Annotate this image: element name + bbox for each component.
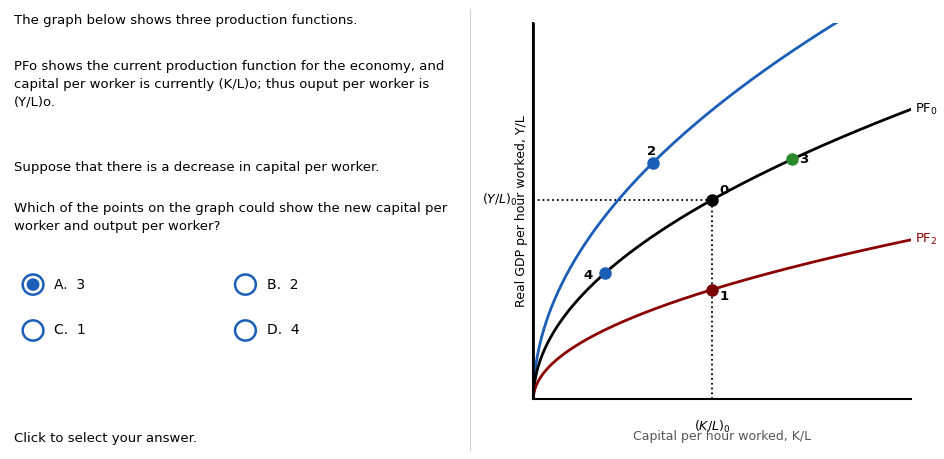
Text: Suppose that there is a decrease in capital per worker.: Suppose that there is a decrease in capi… — [14, 161, 379, 174]
Text: 2: 2 — [647, 145, 656, 157]
Text: $(Y / L)_0$: $(Y / L)_0$ — [481, 192, 517, 208]
Text: 0: 0 — [719, 184, 729, 197]
Text: PF$_0$: PF$_0$ — [915, 102, 938, 117]
Text: A.  3: A. 3 — [55, 278, 85, 291]
Text: PFo shows the current production function for the economy, and
capital per worke: PFo shows the current production functio… — [14, 60, 445, 109]
Text: $(K / L)_0$: $(K / L)_0$ — [694, 419, 731, 435]
Text: 1: 1 — [719, 290, 729, 303]
X-axis label: Capital per hour worked, K/L: Capital per hour worked, K/L — [633, 430, 811, 443]
Text: The graph below shows three production functions.: The graph below shows three production f… — [14, 14, 358, 27]
Text: B.  2: B. 2 — [266, 278, 298, 291]
Text: Click to select your answer.: Click to select your answer. — [14, 432, 197, 445]
Text: C.  1: C. 1 — [55, 324, 86, 337]
Text: Which of the points on the graph could show the new capital per
worker and outpu: Which of the points on the graph could s… — [14, 202, 447, 233]
Circle shape — [27, 279, 39, 290]
Text: PF$_2$: PF$_2$ — [915, 232, 937, 247]
Text: D.  4: D. 4 — [266, 324, 299, 337]
Y-axis label: Real GDP per hour worked, Y/L: Real GDP per hour worked, Y/L — [514, 115, 528, 307]
Text: 4: 4 — [583, 269, 592, 282]
Text: 3: 3 — [799, 153, 808, 166]
